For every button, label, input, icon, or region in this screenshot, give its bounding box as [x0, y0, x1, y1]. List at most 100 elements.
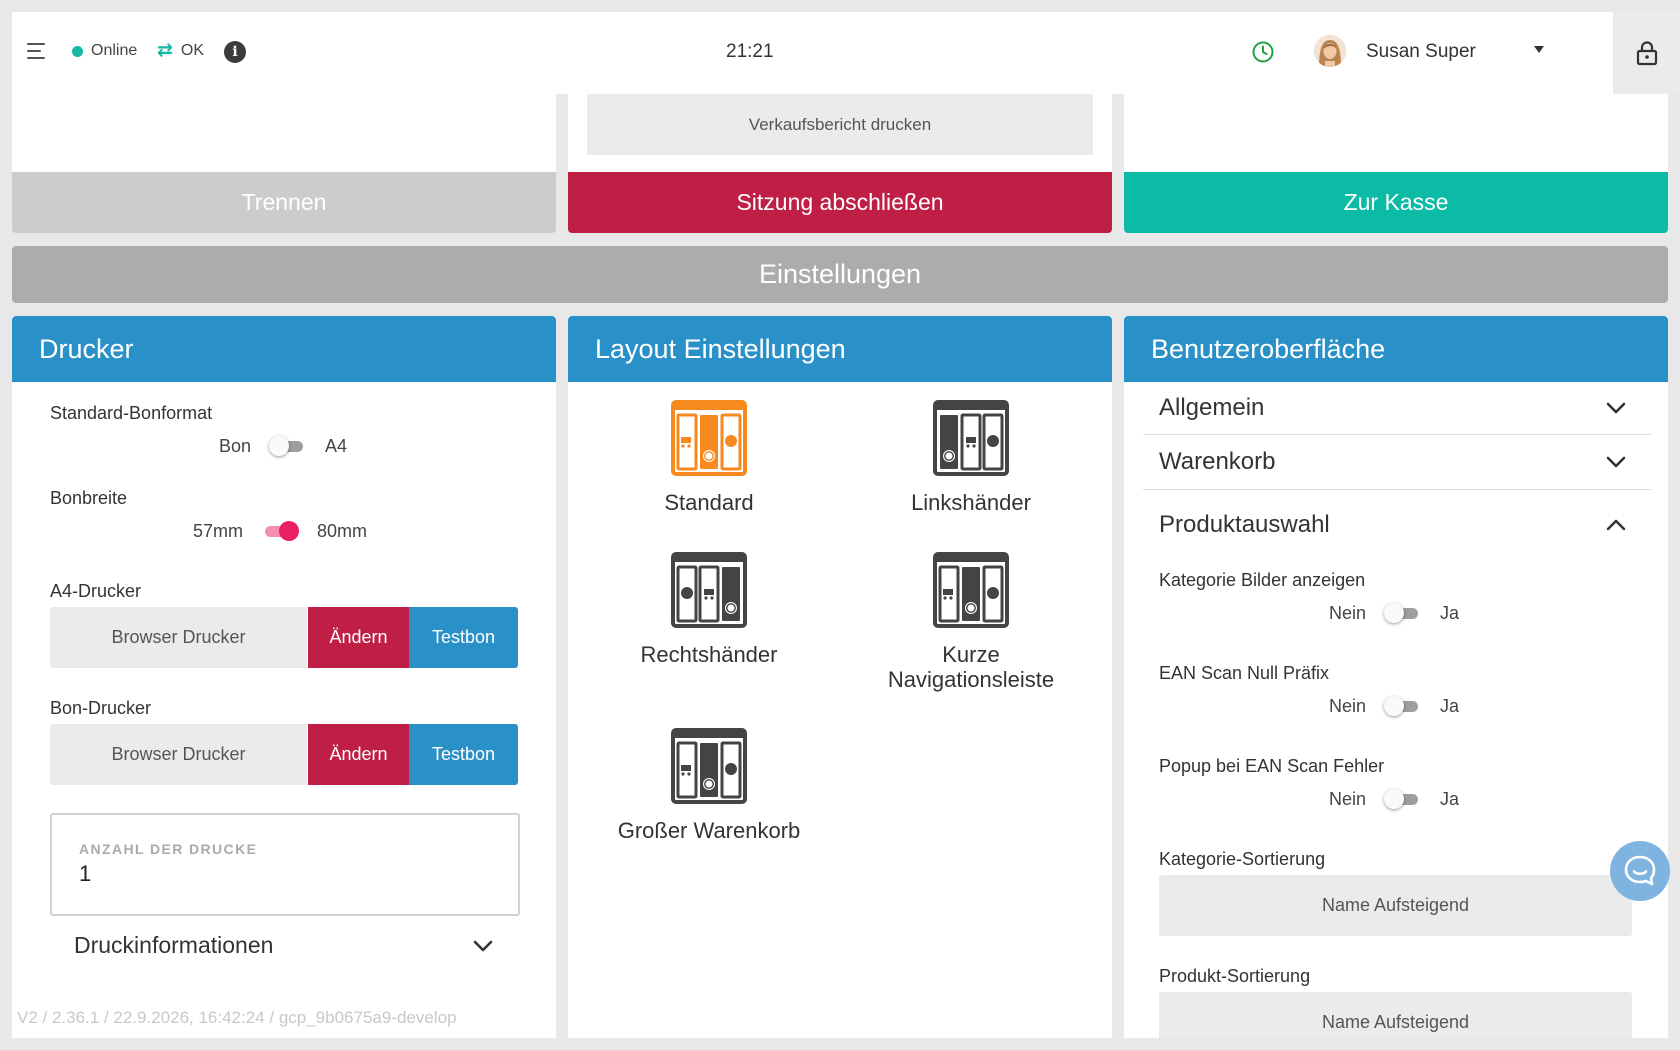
- online-indicator-icon: [72, 45, 83, 57]
- toggle-no-label: Nein: [1329, 602, 1367, 623]
- layout-standard-icon: [671, 400, 747, 476]
- avatar[interactable]: [1314, 35, 1346, 67]
- top-bar: Online ⇄ OK i 21:21 Susan Super: [12, 12, 1680, 94]
- layout-option-left-handed[interactable]: Linkshänder: [856, 400, 1086, 515]
- layout-short-nav-label: Kurze Navigationsleiste: [887, 642, 1055, 692]
- toggle-yes-label: Ja: [1440, 788, 1460, 809]
- receipt-width-on-label: 80mm: [317, 520, 368, 541]
- a4-printer-label: A4-Drucker: [50, 581, 142, 601]
- a4-printer-change-button[interactable]: Ändern: [308, 607, 409, 668]
- chevron-down-icon: [473, 940, 493, 951]
- layout-large-cart-icon: [671, 728, 747, 804]
- version-info: V2 / 2.36.1 / 22.9.2026, 16:42:24 / gcp_…: [17, 1008, 457, 1027]
- accordion-product-selection-label: Produktauswahl: [1159, 511, 1330, 538]
- chevron-down-icon: [1606, 456, 1626, 468]
- print-copies-input[interactable]: ANZAHL DER DRUCKE 1: [50, 813, 520, 916]
- receipt-format-toggle[interactable]: [269, 435, 307, 457]
- receipt-format-label: Standard-Bonformat: [50, 403, 213, 423]
- accordion-general-label: Allgemein: [1159, 394, 1265, 421]
- upper-card-right: [1124, 94, 1668, 174]
- ean-zero-prefix-toggle[interactable]: [1384, 695, 1422, 717]
- layout-right-handed-icon: [671, 552, 747, 628]
- online-status-label: Online: [91, 42, 138, 59]
- printer-panel-title: Drucker: [12, 316, 556, 382]
- info-icon[interactable]: i: [224, 41, 246, 63]
- sync-status-label: OK: [180, 42, 205, 59]
- upper-card-left: [12, 94, 556, 174]
- chevron-up-icon: [1606, 519, 1626, 531]
- clock-history-icon[interactable]: [1251, 40, 1275, 64]
- accordion-general[interactable]: Allgemein: [1143, 392, 1651, 424]
- to-checkout-button[interactable]: Zur Kasse: [1124, 172, 1668, 233]
- user-menu-chevron-icon[interactable]: [1534, 46, 1544, 53]
- toggle-yes-label: Ja: [1440, 602, 1460, 623]
- show-category-images-label: Kategorie Bilder anzeigen: [1159, 570, 1366, 590]
- a4-printer-test-button[interactable]: Testbon: [409, 607, 518, 668]
- receipt-width-toggle-row: 57mm 80mm: [193, 520, 367, 542]
- ean-error-popup-toggle[interactable]: [1384, 788, 1422, 810]
- receipt-printer-label: Bon-Drucker: [50, 698, 152, 718]
- receipt-width-toggle[interactable]: [261, 520, 300, 542]
- lock-button[interactable]: [1613, 12, 1680, 94]
- layout-panel-title: Layout Einstellungen: [568, 316, 1112, 382]
- ui-panel-title: Benutzeroberfläche: [1124, 316, 1668, 382]
- receipt-printer-change-button[interactable]: Ändern: [308, 724, 409, 785]
- a4-printer-row: Browser Drucker Ändern Testbon: [50, 607, 518, 668]
- category-sort-label: Kategorie-Sortierung: [1159, 849, 1326, 869]
- layout-left-handed-icon: [933, 400, 1009, 476]
- accordion-cart-label: Warenkorb: [1159, 448, 1276, 475]
- receipt-format-on-label: A4: [325, 435, 348, 456]
- category-sort-select[interactable]: Name Aufsteigend: [1159, 875, 1632, 936]
- layout-option-short-nav[interactable]: Kurze Navigationsleiste: [856, 552, 1086, 692]
- layout-option-right-handed[interactable]: Rechtshänder: [594, 552, 824, 667]
- product-sort-select[interactable]: Name Aufsteigend: [1159, 992, 1632, 1038]
- toggle-no-label: Nein: [1329, 788, 1367, 809]
- accordion-product-selection[interactable]: Produktauswahl: [1143, 509, 1651, 541]
- menu-icon[interactable]: [27, 43, 45, 59]
- layout-option-large-cart[interactable]: Großer Warenkorb: [594, 728, 824, 843]
- chat-bubble-icon: [1624, 855, 1656, 886]
- receipt-printer-name: Browser Drucker: [50, 724, 307, 785]
- layout-left-handed-label: Linkshänder: [911, 490, 1031, 515]
- sync-status: ⇄ OK: [157, 41, 205, 60]
- layout-short-nav-icon: [933, 552, 1009, 628]
- ean-zero-prefix-label: EAN Scan Null Präfix: [1159, 663, 1330, 683]
- user-name[interactable]: Susan Super: [1366, 41, 1476, 62]
- layout-option-standard[interactable]: Standard: [594, 400, 824, 515]
- lock-icon: [1636, 41, 1657, 66]
- print-info-label: Druckinformationen: [74, 932, 274, 958]
- print-sales-report-button[interactable]: Verkaufsbericht drucken: [587, 94, 1093, 155]
- print-copies-label: ANZAHL DER DRUCKE: [79, 841, 258, 857]
- chat-support-button[interactable]: [1610, 841, 1670, 901]
- print-info-collapsible[interactable]: Druckinformationen: [74, 932, 494, 959]
- layout-panel: Layout Einstellungen Standard Linkshände…: [568, 316, 1112, 1038]
- clock: 21:21: [726, 41, 774, 62]
- printer-panel: Drucker Standard-Bonformat Bon A4 Bonbre…: [12, 316, 556, 1038]
- receipt-format-off-label: Bon: [219, 435, 252, 456]
- settings-title-bar: Einstellungen: [12, 246, 1668, 303]
- receipt-width-off-label: 57mm: [193, 520, 244, 541]
- a4-printer-name: Browser Drucker: [50, 607, 307, 668]
- toggle-no-label: Nein: [1329, 695, 1367, 716]
- divider: [1143, 434, 1651, 435]
- receipt-printer-test-button[interactable]: Testbon: [409, 724, 518, 785]
- receipt-width-label: Bonbreite: [50, 488, 128, 508]
- chevron-down-icon: [1606, 402, 1626, 414]
- layout-large-cart-label: Großer Warenkorb: [617, 818, 801, 843]
- close-session-button[interactable]: Sitzung abschließen: [568, 172, 1112, 233]
- show-category-images-row: Nein Ja: [1329, 602, 1459, 624]
- ean-zero-prefix-row: Nein Ja: [1329, 695, 1459, 717]
- show-category-images-toggle[interactable]: [1384, 602, 1422, 624]
- ui-panel: Benutzeroberfläche Allgemein Warenkorb P…: [1124, 316, 1668, 1038]
- connection-status: Online: [72, 42, 137, 60]
- ean-error-popup-label: Popup bei EAN Scan Fehler: [1159, 756, 1385, 776]
- ean-error-popup-row: Nein Ja: [1329, 788, 1459, 810]
- divider: [1143, 489, 1651, 490]
- split-button[interactable]: Trennen: [12, 172, 556, 233]
- product-sort-label: Produkt-Sortierung: [1159, 966, 1311, 986]
- print-copies-value: 1: [79, 861, 92, 886]
- receipt-format-toggle-row: Bon A4: [219, 435, 347, 457]
- accordion-cart[interactable]: Warenkorb: [1143, 446, 1651, 478]
- receipt-printer-row: Browser Drucker Ändern Testbon: [50, 724, 518, 785]
- layout-standard-label: Standard: [664, 490, 754, 515]
